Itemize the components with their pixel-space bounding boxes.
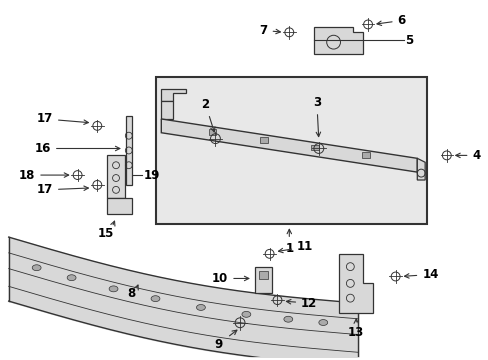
Text: 13: 13 [347, 326, 364, 339]
Polygon shape [107, 156, 124, 198]
Text: 2: 2 [201, 98, 215, 132]
Polygon shape [161, 119, 416, 172]
Text: 14: 14 [404, 268, 438, 281]
Bar [258, 271, 267, 279]
Text: 5: 5 [405, 34, 413, 47]
Ellipse shape [109, 286, 118, 292]
Ellipse shape [196, 305, 205, 310]
Ellipse shape [151, 296, 160, 302]
Bar [259, 137, 267, 143]
Text: 10: 10 [212, 272, 248, 285]
Polygon shape [107, 198, 131, 215]
Ellipse shape [284, 316, 292, 322]
Ellipse shape [242, 311, 250, 317]
Ellipse shape [318, 320, 327, 325]
Ellipse shape [32, 265, 41, 271]
Polygon shape [313, 27, 363, 54]
Text: 15: 15 [98, 227, 114, 240]
Bar [208, 129, 216, 135]
Bar [362, 152, 369, 158]
Text: 17: 17 [37, 112, 88, 125]
Text: 6: 6 [376, 14, 405, 27]
Polygon shape [125, 116, 131, 185]
Bar [156, 77, 426, 224]
Polygon shape [161, 89, 185, 101]
Polygon shape [161, 101, 173, 119]
Ellipse shape [67, 275, 76, 281]
Text: 11: 11 [278, 240, 313, 253]
Polygon shape [254, 267, 271, 293]
Text: 7: 7 [259, 24, 280, 37]
Text: 9: 9 [214, 338, 222, 351]
Bar [310, 145, 318, 150]
Text: 3: 3 [312, 96, 320, 136]
Text: 17: 17 [37, 183, 88, 196]
Polygon shape [416, 158, 424, 180]
Polygon shape [338, 254, 372, 313]
Text: 19: 19 [143, 168, 160, 181]
Text: 16: 16 [35, 142, 120, 155]
Text: 1: 1 [285, 229, 293, 255]
Text: 4: 4 [455, 149, 480, 162]
Text: 18: 18 [19, 168, 68, 181]
Text: 12: 12 [286, 297, 317, 310]
Text: 8: 8 [127, 287, 136, 300]
